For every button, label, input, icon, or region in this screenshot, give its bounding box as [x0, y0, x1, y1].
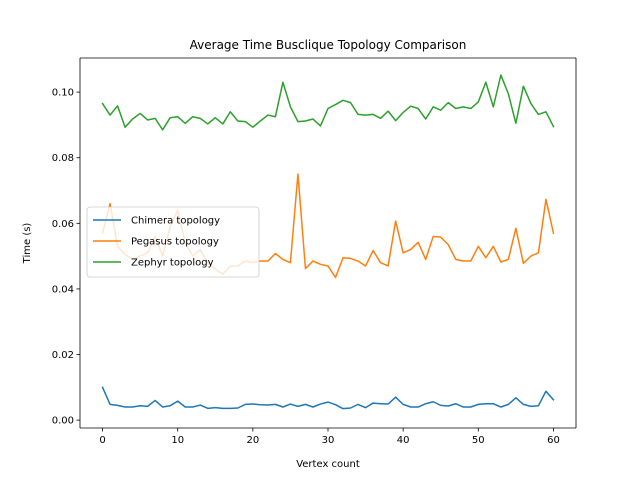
x-tick-label: 20 — [246, 435, 259, 446]
x-tick-label: 10 — [171, 435, 184, 446]
legend-box — [86, 206, 260, 278]
legend-label: Pegasus topology — [131, 237, 219, 248]
x-tick-label: 30 — [322, 435, 335, 446]
legend: Chimera topology Pegasus topology Zephyr t… — [86, 206, 260, 278]
y-axis-ticks: 0.00 0.02 0.04 0.06 0.08 0.10 — [52, 88, 80, 427]
axes-layer — [79, 57, 577, 429]
y-tick-label: 0.08 — [52, 153, 74, 164]
y-tick-label: 0.04 — [52, 284, 74, 295]
x-tick-label: 40 — [397, 435, 410, 446]
x-tick-label: 60 — [547, 435, 560, 446]
chart-title: Average Time Busclique Topology Comparis… — [190, 38, 467, 52]
series-line-zephyr-topology — [101, 74, 555, 131]
x-axis-ticks: 0 10 20 30 40 50 60 — [99, 428, 560, 446]
x-axis-label: Vertex count — [296, 459, 360, 470]
y-tick-label: 0.00 — [52, 416, 74, 427]
x-tick-label: 0 — [99, 435, 105, 446]
series-line-chimera-topology — [101, 386, 555, 410]
y-tick-label: 0.06 — [52, 219, 74, 230]
y-tick-label: 0.10 — [52, 88, 74, 99]
legend-label: Zephyr topology — [131, 258, 214, 269]
y-axis-label: Time (s) — [22, 223, 33, 265]
y-tick-label: 0.02 — [52, 350, 74, 361]
legend-label: Chimera topology — [131, 216, 220, 227]
x-tick-label: 50 — [472, 435, 485, 446]
